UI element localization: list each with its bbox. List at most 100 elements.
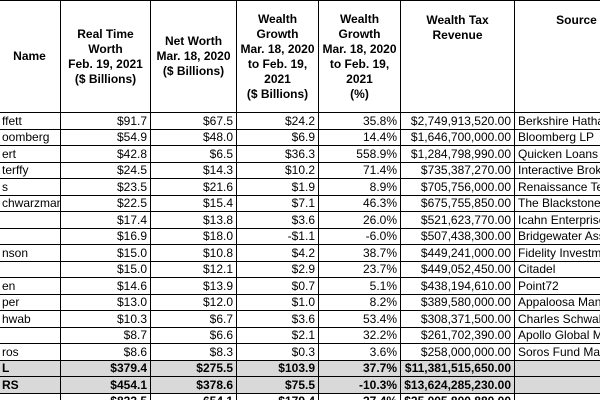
cell-name bbox=[0, 392, 61, 400]
cell-growth-pct: 37.7% bbox=[318, 359, 401, 377]
table-row: ert $42.8 $6.5 $36.3 558.9% $1,284,798,990.00… bbox=[0, 145, 600, 163]
cell-source: Citadel bbox=[514, 260, 600, 278]
cell-growth: $3.6 bbox=[236, 310, 319, 328]
cell-growth: $24.2 bbox=[236, 112, 319, 130]
cell-source: Icahn Enterprises bbox=[514, 211, 600, 229]
cell-realtime: $24.5 bbox=[60, 161, 151, 179]
cell-source: Soros Fund Mana bbox=[514, 343, 600, 361]
cell-growth: $75.5 bbox=[236, 376, 319, 394]
cell-source: Interactive Brokers bbox=[514, 161, 600, 179]
cell-growth: $2.9 bbox=[236, 260, 319, 278]
cell-source: Appaloosa Manag bbox=[514, 293, 600, 311]
cell-growth: $7.1 bbox=[236, 194, 319, 212]
cell-realtime: $54.9 bbox=[60, 128, 151, 146]
cell-name: ert bbox=[0, 145, 61, 163]
cell-growth-pct: -10.3% bbox=[318, 376, 401, 394]
table-row: ffett $91.7 $67.5 $24.2 35.8% $2,749,913,520.… bbox=[0, 112, 600, 130]
col-header-growth-abs: Wealth Growth Mar. 18, 2020 to Feb. 19, … bbox=[236, 0, 319, 113]
table-row: oomberg $54.9 $48.0 $6.9 14.4% $1,646,700,000… bbox=[0, 128, 600, 146]
cell-tax: $1,646,700,000.00 bbox=[400, 128, 515, 146]
cell-tax: $449,241,000.00 bbox=[400, 244, 515, 262]
cell-networth: $14.3 bbox=[150, 161, 237, 179]
cell-tax: $25,005,800,880.00 bbox=[400, 392, 515, 400]
cell-tax: $675,755,850.00 bbox=[400, 194, 515, 212]
cell-growth: $3.6 bbox=[236, 211, 319, 229]
cell-source: Renaissance Tech bbox=[514, 178, 600, 196]
cell-growth: $10.2 bbox=[236, 161, 319, 179]
cell-networth: $378.6 bbox=[150, 376, 237, 394]
cell-growth-pct: 35.8% bbox=[318, 112, 401, 130]
cell-realtime: $91.7 bbox=[60, 112, 151, 130]
cell-name: terffy bbox=[0, 161, 61, 179]
cell-networth: $13.9 bbox=[150, 277, 237, 295]
cell-source: Bloomberg LP bbox=[514, 128, 600, 146]
cell-growth-pct: 23.7% bbox=[318, 260, 401, 278]
cell-name: hwab bbox=[0, 310, 61, 328]
table-row: per $13.0 $12.0 $1.0 8.2% $389,580,000.00 Appa… bbox=[0, 293, 600, 311]
cell-realtime: $42.8 bbox=[60, 145, 151, 163]
cell-growth-pct: 46.3% bbox=[318, 194, 401, 212]
cell-name bbox=[0, 326, 61, 344]
cell-realtime: $15.0 bbox=[60, 260, 151, 278]
table-row: terffy $24.5 $14.3 $10.2 71.4% $735,387,270.0… bbox=[0, 161, 600, 179]
cell-source: Bridgewater Asso bbox=[514, 227, 600, 245]
total-row: RS $454.1 $378.6 $75.5 -10.3% $13,624,285,230… bbox=[0, 376, 600, 394]
cell-growth: $179.4 bbox=[236, 392, 319, 400]
cell-name: chwarzman bbox=[0, 194, 61, 212]
cell-growth: $1.0 bbox=[236, 293, 319, 311]
cell-tax: $521,623,770.00 bbox=[400, 211, 515, 229]
cell-networth: $10.8 bbox=[150, 244, 237, 262]
cell-growth-pct: -6.0% bbox=[318, 227, 401, 245]
col-header-tax: Wealth Tax Revenue bbox=[400, 0, 515, 113]
cell-growth: $6.9 bbox=[236, 128, 319, 146]
cell-networth: $13.8 bbox=[150, 211, 237, 229]
col-header-source: Source bbox=[514, 0, 600, 113]
cell-name: en bbox=[0, 277, 61, 295]
table-row: $16.9 $18.0 -$1.1 -6.0% $507,438,300.00 Bridg… bbox=[0, 227, 600, 245]
cell-networth: $21.6 bbox=[150, 178, 237, 196]
cell-tax: $705,756,000.00 bbox=[400, 178, 515, 196]
cell-source bbox=[514, 359, 600, 377]
table-row: nson $15.0 $10.8 $4.2 38.7% $449,241,000.00 Fi… bbox=[0, 244, 600, 262]
cell-growth-pct: 8.2% bbox=[318, 293, 401, 311]
table-row: $17.4 $13.8 $3.6 26.0% $521,623,770.00 Icahn … bbox=[0, 211, 600, 229]
cell-growth-pct: 27.4% bbox=[318, 392, 401, 400]
cell-tax: $261,702,390.00 bbox=[400, 326, 515, 344]
cell-name bbox=[0, 227, 61, 245]
cell-realtime: $454.1 bbox=[60, 376, 151, 394]
cell-growth-pct: 14.4% bbox=[318, 128, 401, 146]
cell-tax: $1,284,798,990.00 bbox=[400, 145, 515, 163]
cell-realtime: $14.6 bbox=[60, 277, 151, 295]
col-header-realtime: Real Time Worth Feb. 19, 2021 ($ Billion… bbox=[60, 0, 151, 113]
cell-source: Fidelity Investment bbox=[514, 244, 600, 262]
table-row: hwab $10.3 $6.7 $3.6 53.4% $308,371,500.00 Cha… bbox=[0, 310, 600, 328]
cell-name bbox=[0, 211, 61, 229]
total-row: $833.5654.1$179.427.4%$25,005,800,880.00 bbox=[0, 392, 600, 400]
cell-tax: $438,194,610.00 bbox=[400, 277, 515, 295]
header-row: Name Real Time Worth Feb. 19, 2021 ($ Bi… bbox=[0, 0, 600, 113]
total-row: L $379.4 $275.5 $103.9 37.7% $11,381,515,650.… bbox=[0, 359, 600, 377]
cell-source bbox=[514, 392, 600, 400]
col-header-growth-pct: Wealth Growth Mar. 18, 2020 to Feb. 19, … bbox=[318, 0, 401, 113]
cell-growth-pct: 71.4% bbox=[318, 161, 401, 179]
col-header-name: Name bbox=[0, 0, 61, 113]
cell-name: per bbox=[0, 293, 61, 311]
cell-growth: $0.7 bbox=[236, 277, 319, 295]
table-row: s $23.5 $21.6 $1.9 8.9% $705,756,000.00 Renais… bbox=[0, 178, 600, 196]
cell-networth: $48.0 bbox=[150, 128, 237, 146]
cell-growth: $36.3 bbox=[236, 145, 319, 163]
cell-tax: $2,749,913,520.00 bbox=[400, 112, 515, 130]
cell-realtime: $15.0 bbox=[60, 244, 151, 262]
cell-name: L bbox=[0, 359, 61, 377]
cell-tax: $389,580,000.00 bbox=[400, 293, 515, 311]
table-row: $15.0 $12.1 $2.9 23.7% $449,052,450.00 Citade… bbox=[0, 260, 600, 278]
cell-name: ffett bbox=[0, 112, 61, 130]
cell-networth: $8.3 bbox=[150, 343, 237, 361]
cell-name: RS bbox=[0, 376, 61, 394]
cell-growth-pct: 8.9% bbox=[318, 178, 401, 196]
cell-networth: $15.4 bbox=[150, 194, 237, 212]
cell-name: oomberg bbox=[0, 128, 61, 146]
cell-name: nson bbox=[0, 244, 61, 262]
